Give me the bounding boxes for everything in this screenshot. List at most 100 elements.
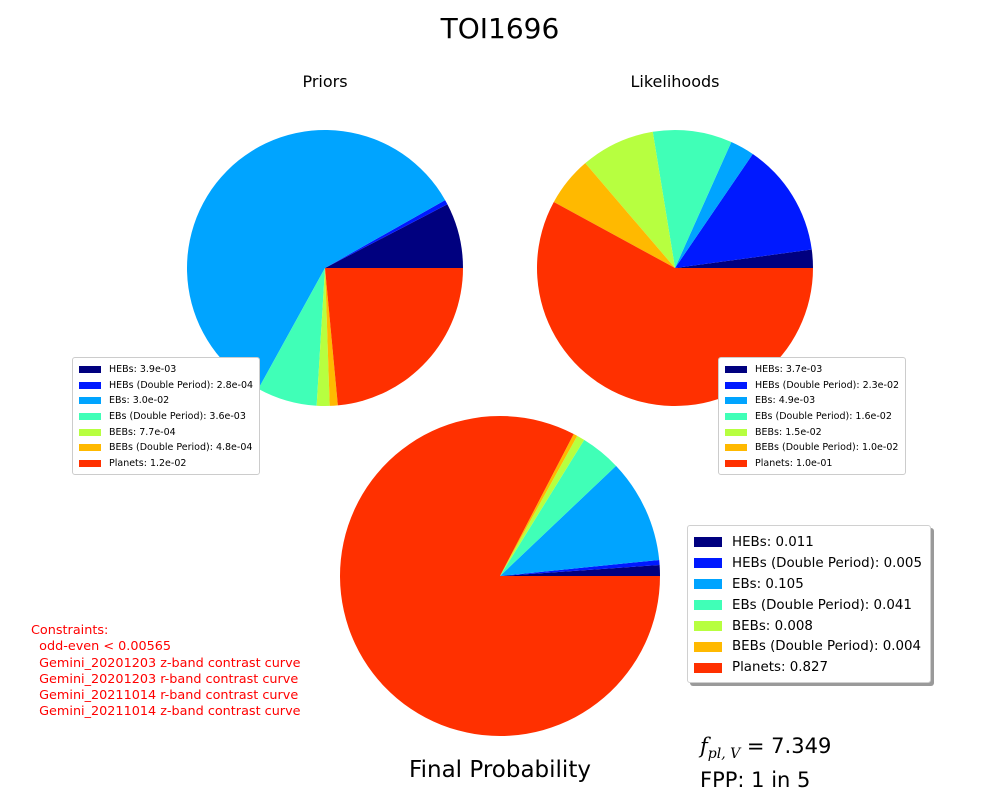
legend-swatch bbox=[694, 558, 722, 569]
constraints-heading: Constraints: bbox=[31, 623, 109, 638]
legend-swatch bbox=[79, 381, 101, 389]
legend-swatch bbox=[79, 397, 101, 405]
legend-label: BEBs: 1.5e-02 bbox=[755, 426, 822, 438]
final-legend: HEBs: 0.011 HEBs (Double Period): 0.005 EB… bbox=[687, 525, 931, 684]
legend-item: BEBs: 7.7e-04 bbox=[79, 424, 253, 440]
likelihoods-slice-6 bbox=[537, 201, 813, 406]
legend-label: Planets: 1.0e-01 bbox=[755, 457, 833, 469]
priors-slice-1 bbox=[325, 200, 448, 268]
figure-title: TOI1696 bbox=[440, 12, 560, 45]
fpp-text: FPP: 1 in 5 bbox=[700, 768, 811, 793]
constraints-text: Constraints: odd-even < 0.00565 Gemini_2… bbox=[31, 623, 301, 721]
priors-slice-3 bbox=[258, 268, 325, 406]
legend-label: EBs: 3.0e-02 bbox=[109, 395, 170, 407]
fpl-subscript: pl, V bbox=[707, 746, 741, 763]
legend-item: EBs: 3.0e-02 bbox=[79, 393, 253, 409]
legend-item: EBs: 4.9e-03 bbox=[725, 393, 899, 409]
legend-swatch bbox=[725, 381, 747, 389]
legend-item: HEBs: 3.9e-03 bbox=[79, 362, 253, 378]
legend-swatch bbox=[725, 428, 747, 436]
likelihoods-slice-1 bbox=[675, 154, 812, 268]
fpl-symbol: f bbox=[700, 734, 708, 758]
legend-swatch bbox=[694, 641, 722, 652]
legend-swatch bbox=[79, 413, 101, 421]
legend-swatch bbox=[694, 662, 722, 673]
legend-item: HEBs: 0.011 bbox=[694, 532, 922, 553]
legend-item: EBs (Double Period): 1.6e-02 bbox=[725, 409, 899, 425]
constraint-line: Gemini_20211014 z-band contrast curve bbox=[31, 704, 301, 720]
legend-label: BEBs: 7.7e-04 bbox=[109, 426, 176, 438]
priors-title: Priors bbox=[302, 72, 348, 91]
legend-item: BEBs (Double Period): 0.004 bbox=[694, 636, 922, 657]
priors-slice-2 bbox=[186, 129, 446, 389]
legend-label: HEBs (Double Period): 0.005 bbox=[732, 555, 922, 571]
priors-slice-0 bbox=[325, 204, 463, 268]
legend-swatch bbox=[694, 579, 722, 590]
legend-label: BEBs: 0.008 bbox=[732, 618, 813, 634]
likelihoods-slice-3 bbox=[652, 130, 732, 268]
likelihoods-title: Likelihoods bbox=[630, 72, 720, 91]
final-slice-2 bbox=[500, 465, 660, 576]
legend-item: BEBs: 0.008 bbox=[694, 616, 922, 637]
legend-label: EBs (Double Period): 3.6e-03 bbox=[109, 411, 246, 423]
legend-swatch bbox=[725, 413, 747, 421]
final-slice-5 bbox=[500, 433, 578, 576]
legend-label: Planets: 0.827 bbox=[732, 660, 829, 676]
final-probability-title: Final Probability bbox=[409, 757, 591, 783]
legend-label: EBs: 0.105 bbox=[732, 576, 804, 592]
legend-label: HEBs (Double Period): 2.3e-02 bbox=[755, 379, 900, 391]
legend-label: EBs (Double Period): 1.6e-02 bbox=[755, 411, 892, 423]
likelihoods-slice-2 bbox=[675, 142, 753, 268]
legend-label: EBs (Double Period): 0.041 bbox=[732, 597, 912, 613]
constraint-line: odd-even < 0.00565 bbox=[31, 639, 172, 655]
legend-item: BEBs (Double Period): 4.8e-04 bbox=[79, 440, 253, 456]
legend-swatch bbox=[725, 444, 747, 452]
constraint-line: Gemini_20211014 r-band contrast curve bbox=[31, 688, 299, 704]
legend-swatch bbox=[79, 444, 101, 452]
legend-swatch bbox=[79, 428, 101, 436]
legend-item: EBs (Double Period): 0.041 bbox=[694, 595, 922, 616]
legend-item: EBs: 0.105 bbox=[694, 574, 922, 595]
legend-swatch bbox=[694, 600, 722, 611]
legend-label: EBs: 4.9e-03 bbox=[755, 395, 816, 407]
constraint-line: Gemini_20201203 z-band contrast curve bbox=[31, 655, 301, 671]
legend-item: Planets: 1.0e-01 bbox=[725, 456, 899, 472]
fpl-value: = 7.349 bbox=[740, 734, 832, 758]
final-slice-1 bbox=[500, 559, 660, 576]
legend-item: HEBs (Double Period): 0.005 bbox=[694, 553, 922, 574]
legend-label: HEBs: 3.7e-03 bbox=[755, 364, 823, 376]
legend-item: HEBs: 3.7e-03 bbox=[725, 362, 899, 378]
legend-item: Planets: 1.2e-02 bbox=[79, 456, 253, 472]
legend-swatch bbox=[725, 397, 747, 405]
legend-swatch bbox=[79, 459, 101, 467]
legend-label: HEBs (Double Period): 2.8e-04 bbox=[109, 379, 254, 391]
likelihoods-slice-4 bbox=[585, 131, 675, 268]
priors-slice-5 bbox=[325, 268, 338, 406]
legend-swatch bbox=[725, 459, 747, 467]
legend-swatch bbox=[725, 366, 747, 374]
likelihoods-legend: HEBs: 3.7e-03 HEBs (Double Period): 2.3e-… bbox=[718, 357, 907, 476]
final-slice-3 bbox=[500, 439, 617, 576]
priors-legend: HEBs: 3.9e-03 HEBs (Double Period): 2.8e-… bbox=[72, 357, 261, 476]
final-slice-6 bbox=[340, 416, 660, 737]
legend-label: BEBs (Double Period): 1.0e-02 bbox=[755, 442, 899, 454]
legend-label: HEBs: 3.9e-03 bbox=[109, 364, 177, 376]
legend-swatch bbox=[694, 621, 722, 631]
legend-label: BEBs (Double Period): 4.8e-04 bbox=[109, 442, 253, 454]
legend-item: EBs (Double Period): 3.6e-03 bbox=[79, 409, 253, 425]
legend-item: HEBs (Double Period): 2.8e-04 bbox=[79, 378, 253, 394]
legend-item: HEBs (Double Period): 2.3e-02 bbox=[725, 378, 899, 394]
fpl-readout: fpl, V = 7.349 FPP: 1 in 5 bbox=[700, 733, 831, 793]
legend-swatch bbox=[694, 537, 722, 548]
legend-item: BEBs: 1.5e-02 bbox=[725, 424, 899, 440]
legend-label: BEBs (Double Period): 0.004 bbox=[732, 639, 922, 655]
priors-slice-4 bbox=[316, 268, 330, 407]
legend-label: HEBs: 0.011 bbox=[732, 534, 814, 550]
constraint-line: Gemini_20201203 r-band contrast curve bbox=[31, 671, 299, 687]
legend-swatch bbox=[79, 366, 101, 374]
priors-slice-6 bbox=[325, 268, 463, 406]
legend-label: Planets: 1.2e-02 bbox=[109, 457, 187, 469]
final-slice-4 bbox=[500, 435, 585, 576]
likelihoods-slice-0 bbox=[675, 249, 813, 268]
